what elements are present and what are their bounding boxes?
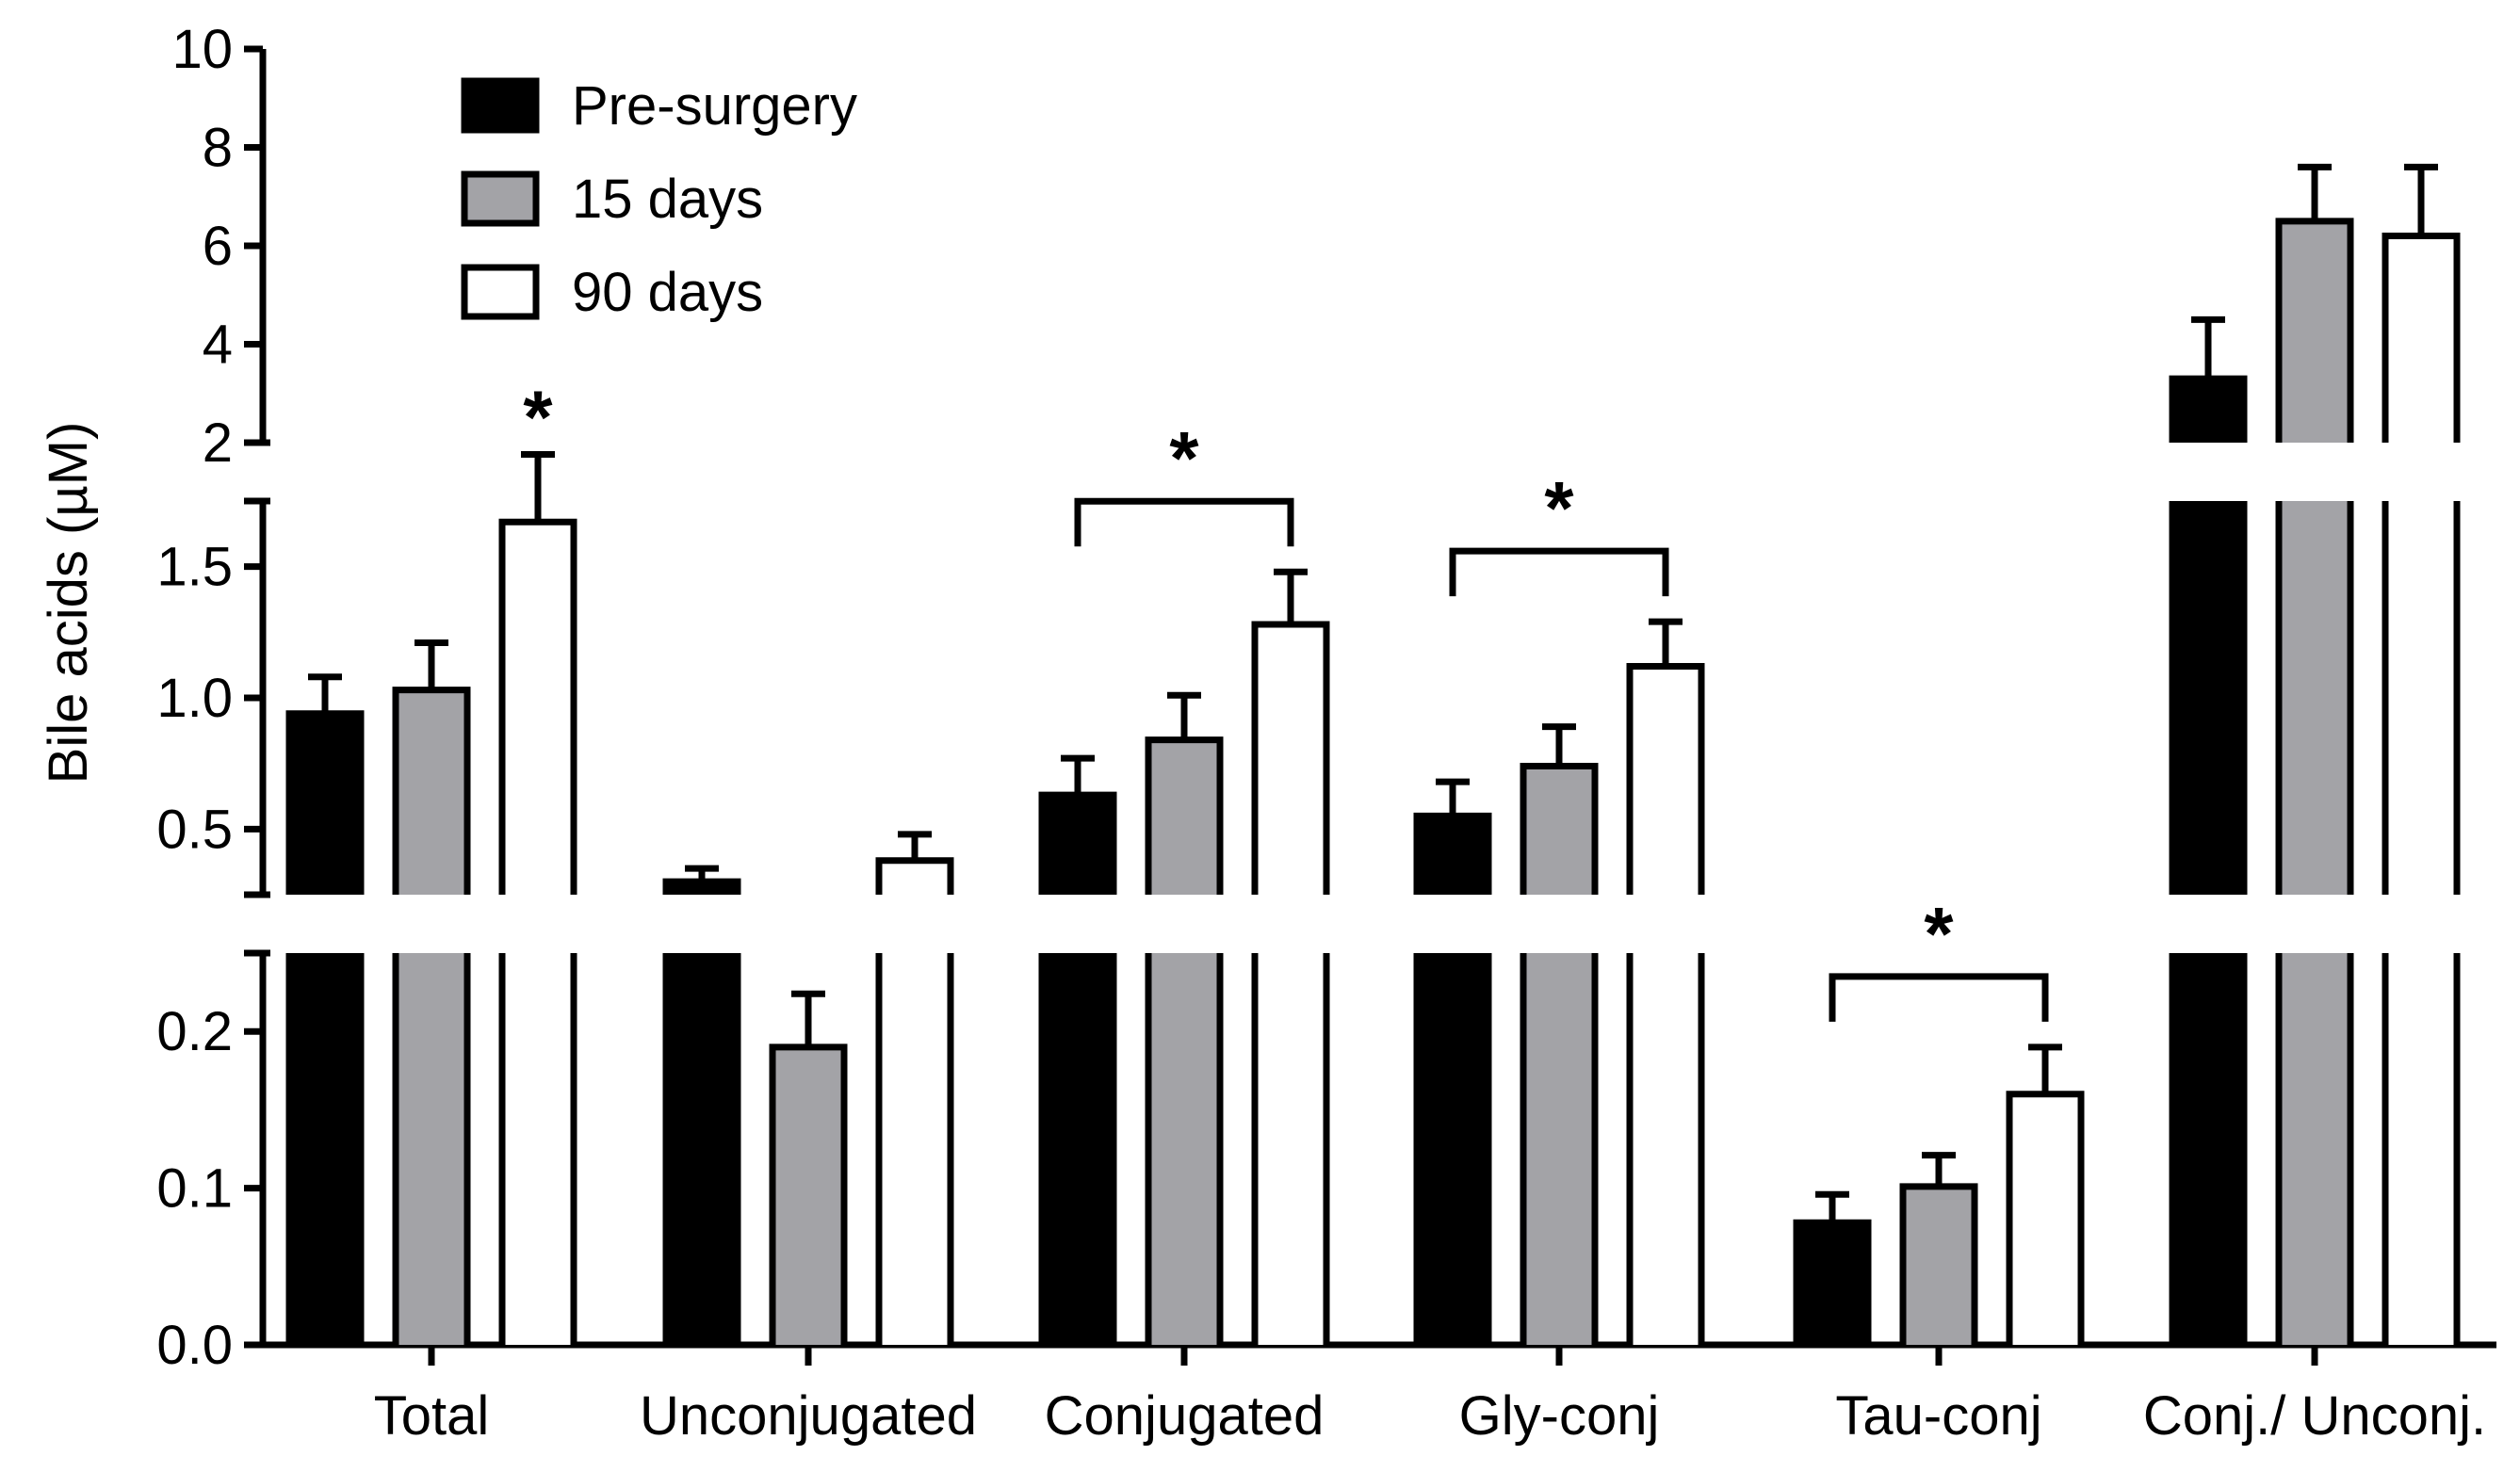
legend-swatch	[461, 264, 540, 320]
bar-fill	[289, 713, 361, 895]
bar-15-days	[769, 990, 848, 1345]
legend-swatch	[461, 170, 540, 227]
y-tick-label: 0.5	[156, 799, 233, 860]
bar-fill	[1523, 953, 1595, 1345]
legend-swatch	[461, 77, 540, 134]
y-tick-label: 10	[171, 19, 233, 80]
bar-fill	[772, 1046, 844, 1345]
bar-fill	[502, 953, 574, 1345]
y-tick-label: 2	[203, 412, 233, 474]
bar-90-days	[1626, 618, 1705, 1345]
bar-fill	[1417, 816, 1488, 895]
bar-fill	[879, 860, 951, 895]
bar-fill	[396, 953, 467, 1345]
bar-fill	[2385, 501, 2457, 895]
legend-item: 15 days	[461, 169, 763, 230]
significance-bracket: *	[1449, 466, 1669, 597]
bar-fill	[2385, 953, 2457, 1345]
bracket-line	[1449, 547, 1669, 597]
bar-pre-surgery	[662, 865, 741, 1345]
bar-90-days	[1251, 568, 1330, 1345]
y-tick-label: 0.0	[156, 1315, 233, 1376]
bar-fill	[396, 689, 467, 895]
bar-fill	[2172, 501, 2244, 895]
legend-label: 90 days	[572, 262, 763, 323]
bar-fill	[1042, 953, 1114, 1345]
bar-fill	[1797, 1222, 1868, 1345]
bar-fill	[2279, 501, 2350, 895]
bar-fill	[1148, 953, 1220, 1345]
legend: Pre-surgery 15 days 90 days	[461, 75, 857, 323]
bracket-line	[1074, 497, 1294, 547]
bar-15-days	[392, 639, 471, 1345]
bar-fill	[289, 953, 361, 1345]
bar-fill	[2279, 220, 2350, 443]
bar-fill	[1148, 739, 1220, 895]
y-tick-label: 6	[203, 216, 233, 277]
significance-star: *	[1544, 466, 1574, 550]
y-tick-label: 8	[203, 118, 233, 179]
bar-90-days	[875, 831, 954, 1345]
bar-90-days	[2382, 163, 2461, 1345]
bracket-line	[1829, 973, 2049, 1022]
bar-fill	[502, 522, 574, 895]
significance-star: *	[1169, 416, 1199, 500]
bar-fill	[1630, 953, 1701, 1345]
bar-fill	[2172, 953, 2244, 1345]
bar-pre-surgery	[1793, 1190, 1872, 1345]
category-label: Conj./ Unconj.	[2143, 1385, 2486, 1447]
bar-fill	[2279, 953, 2350, 1345]
bar-15-days	[1520, 723, 1599, 1345]
y-tick-label: 1.5	[156, 537, 233, 598]
bar-15-days	[2275, 163, 2354, 1345]
y-tick-label: 1.0	[156, 668, 233, 729]
bar-90-days	[498, 451, 577, 1345]
bar-pre-surgery	[1413, 778, 1492, 1345]
y-tick-label: 0.2	[156, 1001, 233, 1062]
bar-fill	[1903, 1186, 1975, 1345]
significance-star: *	[523, 376, 553, 460]
significance-star: *	[1924, 892, 1954, 976]
significance-bracket: *	[1829, 892, 2049, 1022]
bar-fill	[1523, 766, 1595, 895]
bar-pre-surgery	[2169, 315, 2248, 1345]
category-label: Total	[374, 1385, 490, 1447]
category-label: Unconjugated	[640, 1385, 977, 1447]
y-tick-label: 4	[203, 315, 233, 376]
y-tick-label: 0.1	[156, 1158, 233, 1220]
bar-fill	[1255, 623, 1326, 895]
bar-fill	[2385, 235, 2457, 443]
bar-fill	[1255, 953, 1326, 1345]
bar-fill	[1630, 666, 1701, 895]
axes	[244, 45, 2496, 1366]
y-axis-label: Bile acids (µM)	[38, 422, 99, 785]
bar-15-days	[1145, 691, 1224, 1345]
legend-item: Pre-surgery	[461, 75, 857, 137]
legend-item: 90 days	[461, 262, 763, 323]
bar-fill	[2172, 379, 2244, 443]
labels: 0.0 0.1 0.2 0.5 1.0 1.5 2 4 6 8 10 Total Unconjugate…	[38, 19, 2486, 1447]
bar-15-days	[1899, 1152, 1978, 1345]
legend-label: 15 days	[572, 169, 763, 230]
bar-pre-surgery	[285, 673, 365, 1345]
category-label: Conjugated	[1045, 1385, 1325, 1447]
bar-fill	[879, 953, 951, 1345]
category-label: Gly-conj	[1459, 1385, 1660, 1447]
bar-fill	[1417, 953, 1488, 1345]
bars	[285, 163, 2461, 1345]
legend-label: Pre-surgery	[572, 75, 857, 137]
bar-pre-surgery	[1038, 754, 1117, 1345]
category-label: Tau-conj	[1835, 1385, 2041, 1447]
bar-90-days	[2006, 1043, 2085, 1345]
bar-fill	[2009, 1093, 2081, 1345]
bar-fill	[666, 953, 738, 1345]
bar-fill	[1042, 795, 1114, 895]
significance-bracket: *	[1074, 416, 1294, 547]
